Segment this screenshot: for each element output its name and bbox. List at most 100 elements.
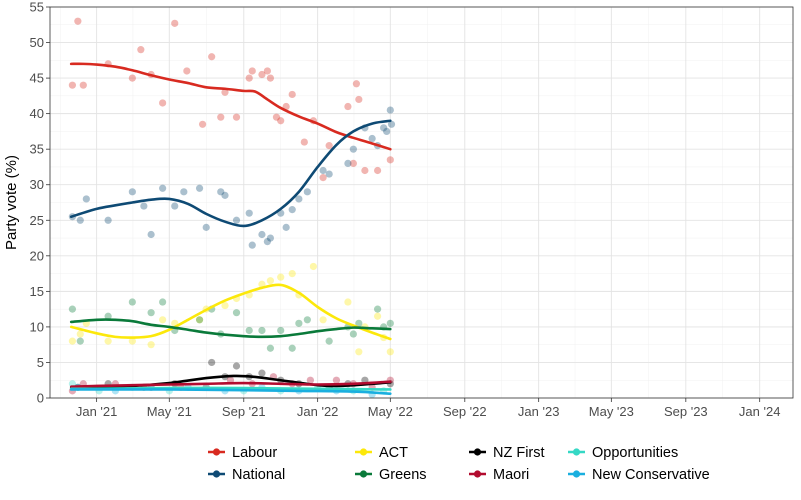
plot-grid [50, 6, 793, 399]
legend-label-maori: Maori [493, 467, 529, 483]
poll-point [248, 241, 256, 249]
legend-dot-nz-first [473, 448, 482, 456]
poll-point [344, 102, 352, 111]
poll-point [263, 67, 271, 75]
poll-point [355, 348, 363, 356]
legend-label-new-conservative: New Conservative [592, 467, 710, 483]
poll-point [104, 216, 112, 224]
poll-point [245, 74, 253, 82]
poll-point [147, 309, 155, 317]
poll-point [306, 376, 314, 384]
poll-point [266, 277, 275, 285]
poll-point [171, 202, 179, 210]
poll-point [68, 305, 77, 313]
poll-point [208, 358, 216, 367]
poll-point [137, 46, 145, 54]
poll-point [282, 102, 290, 111]
legend-dot-new-conservative [572, 470, 581, 478]
poll-point [79, 81, 87, 89]
poll-point [344, 298, 352, 306]
poll-point [221, 191, 229, 199]
poll-point [386, 319, 394, 327]
poll-point [140, 202, 148, 210]
poll-point [159, 184, 167, 192]
poll-point [258, 230, 266, 239]
poll-point [245, 326, 253, 335]
trend-line-maori [69, 380, 392, 388]
y-axis: 0 5 10 15 20 25 30 35 40 45 50 55 [30, 0, 50, 406]
poll-point [309, 262, 318, 271]
poll-point [325, 337, 333, 345]
y-tick-label: 5 [37, 355, 44, 370]
x-tick-label: May '21 [147, 404, 192, 419]
x-tick-label: May '23 [589, 404, 634, 419]
trend-lines [69, 62, 392, 396]
poll-point [332, 376, 341, 384]
poll-point [355, 319, 363, 327]
poll-point [288, 90, 296, 99]
x-tick-label: Sep '23 [664, 404, 708, 419]
legend-label-labour: Labour [232, 445, 277, 461]
poll-point [68, 337, 77, 345]
poll-point [217, 188, 225, 196]
legend-dot-labour [212, 448, 221, 456]
poll-point [147, 230, 155, 239]
poll-point [386, 106, 394, 114]
poll-point [266, 234, 275, 242]
poll-point [147, 341, 155, 349]
poll-point [303, 188, 311, 196]
legend-dot-opportunities [572, 448, 581, 456]
legend-dot-act [359, 448, 368, 456]
trend-line-greens [69, 318, 392, 339]
poll-point [159, 298, 167, 306]
y-tick-label: 25 [30, 213, 44, 228]
y-tick-label: 0 [37, 391, 44, 406]
poll-point [258, 369, 266, 377]
poll-point [300, 138, 308, 146]
poll-point [325, 142, 333, 150]
poll-point [195, 184, 204, 192]
poll-point [183, 67, 191, 75]
legend-label-nz-first: NZ First [493, 445, 545, 461]
poll-point [373, 312, 382, 320]
y-tick-label: 55 [30, 0, 44, 15]
poll-point [386, 156, 394, 164]
poll-point [76, 330, 84, 338]
poll-point [74, 17, 82, 25]
legend-dot-national [212, 470, 221, 478]
poll-point [258, 70, 266, 79]
poll-point [104, 337, 112, 345]
poll-point [266, 344, 275, 352]
y-tick-label: 30 [30, 177, 44, 192]
poll-point [319, 174, 327, 182]
poll-point [361, 166, 369, 175]
poll-point [232, 216, 241, 224]
x-tick-label: Jan '24 [739, 404, 781, 419]
trend-line-new-conservative [69, 388, 392, 396]
poll-point [277, 273, 285, 281]
x-tick-label: May '22 [368, 404, 413, 419]
poll-point [344, 159, 352, 167]
poll-point [171, 19, 179, 27]
poll-point [288, 206, 296, 214]
y-tick-label: 10 [30, 319, 44, 334]
poll-point [295, 195, 303, 203]
poll-point [277, 326, 285, 335]
legend-dot-greens [359, 470, 368, 478]
poll-point [266, 74, 275, 82]
poll-point [128, 188, 136, 196]
y-tick-label: 50 [30, 35, 44, 50]
x-tick-label: Jan '23 [518, 404, 560, 419]
trend-line-act [69, 283, 392, 341]
poll-point [282, 223, 290, 231]
poll-point [319, 316, 327, 324]
poll-point [319, 166, 327, 175]
poll-point [159, 316, 167, 324]
poll-point [349, 159, 357, 167]
y-tick-label: 20 [30, 248, 44, 263]
poll-point [104, 312, 112, 320]
legend-label-greens: Greens [379, 467, 427, 483]
poll-point [263, 238, 271, 246]
y-axis-title: Party vote (%) [3, 155, 20, 250]
poll-point [272, 113, 281, 121]
